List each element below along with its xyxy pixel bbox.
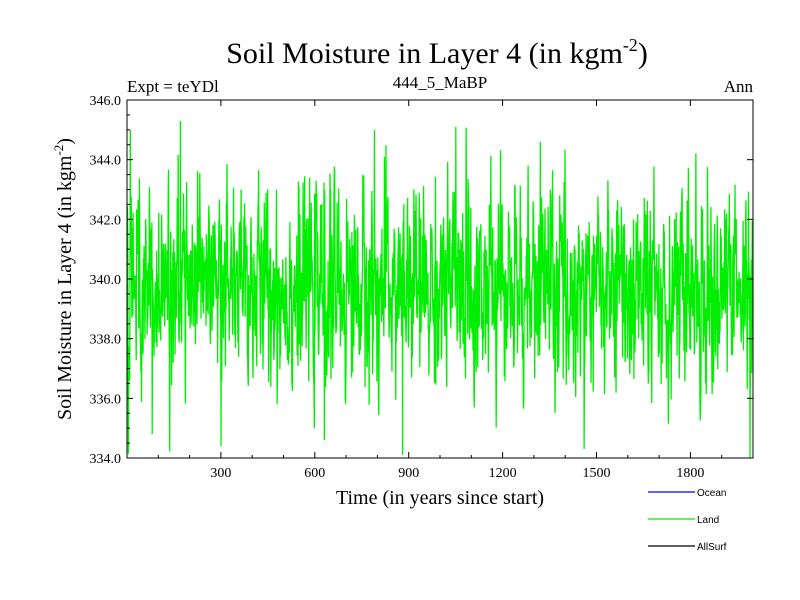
series-group — [126, 120, 754, 459]
legend-label-ocean: Ocean — [697, 488, 726, 499]
y-tick-label: 344.0 — [90, 154, 122, 169]
y-axis-label: Soil Moisture in Layer 4 (in kgm-2) — [51, 138, 76, 420]
y-tick-label: 336.0 — [90, 392, 122, 407]
legend-label-land: Land — [697, 515, 719, 526]
x-tick-label: 1800 — [676, 466, 704, 481]
x-tick-label: 300 — [210, 466, 231, 481]
x-tick-label: 600 — [304, 466, 325, 481]
chart-title-main: Soil Moisture in Layer 4 (in kgm — [226, 37, 623, 70]
legend-label-allsurf: AllSurf — [697, 542, 727, 553]
y-axis-label-sup: -2 — [51, 145, 66, 156]
x-axis-label: Time (in years since start) — [336, 487, 544, 509]
expt-label: Expt = teYDl — [127, 77, 219, 96]
y-tick-label: 346.0 — [90, 94, 122, 109]
ticks-group: 300 600 900 1200 1500 1800 334.0 336.0 338.0 340.… — [90, 94, 753, 481]
run-label: 444_5_MaBP — [393, 73, 487, 92]
season-label: Ann — [724, 77, 754, 96]
legend: Ocean Land AllSurf — [648, 488, 727, 553]
y-axis-label-close: ) — [54, 138, 76, 145]
y-tick-label: 340.0 — [90, 273, 122, 288]
series-line-land — [126, 120, 754, 459]
x-tick-label: 1200 — [489, 466, 517, 481]
y-axis-label-main: Soil Moisture in Layer 4 (in kgm — [54, 155, 76, 420]
chart-title: Soil Moisture in Layer 4 (in kgm-2) — [226, 35, 648, 70]
chart-title-close: ) — [638, 37, 648, 70]
plot-frame — [126, 99, 754, 459]
chart-title-sup: -2 — [623, 35, 638, 55]
x-tick-label: 1500 — [583, 466, 611, 481]
x-tick-label: 900 — [398, 466, 419, 481]
y-tick-label: 342.0 — [90, 213, 122, 228]
y-tick-label: 334.0 — [90, 452, 122, 467]
y-tick-label: 338.0 — [90, 333, 122, 348]
